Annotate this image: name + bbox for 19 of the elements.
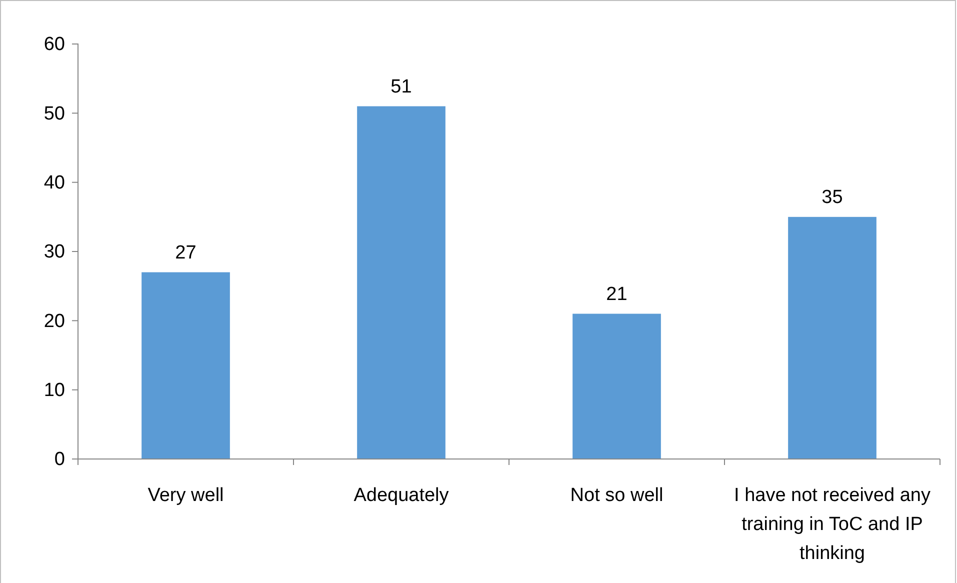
bar (788, 216, 876, 459)
x-tick-label: Adequately (354, 485, 450, 506)
y-tick-label: 30 (44, 242, 65, 263)
x-tick-label: I have not received any training in ToC and IP thinking (734, 485, 931, 564)
y-tick-label: 50 (44, 103, 65, 124)
bar (142, 272, 230, 459)
data-label: 35 (822, 186, 843, 208)
data-label: 51 (390, 76, 412, 98)
data-label: 27 (175, 242, 196, 264)
y-tick-label: 20 (44, 310, 65, 332)
y-tick-label: 40 (44, 172, 65, 194)
x-tick-label: Very well (148, 485, 224, 506)
bar (357, 106, 446, 459)
data-label: 21 (606, 284, 628, 305)
y-tick-label: 0 (54, 449, 65, 470)
y-tick-label: 10 (44, 380, 65, 401)
bar (572, 314, 661, 459)
x-tick-label: Not so well (570, 485, 664, 506)
y-tick-label: 60 (44, 34, 65, 56)
